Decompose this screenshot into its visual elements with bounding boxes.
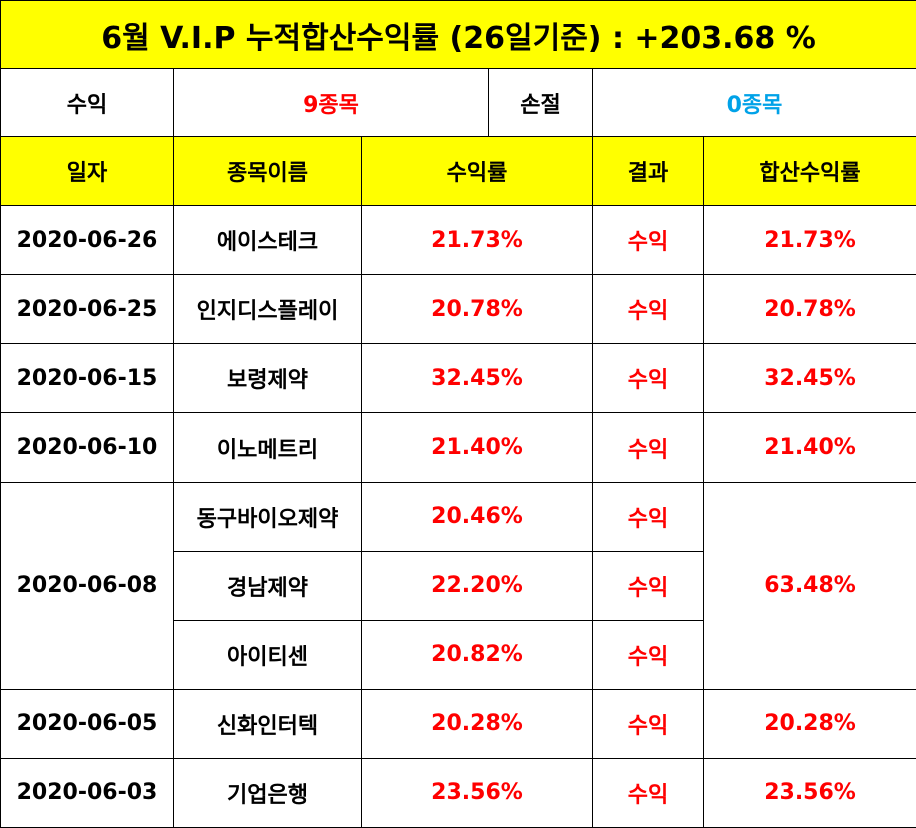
row-result: 수익 bbox=[592, 550, 704, 621]
row-name: 에이스테크 bbox=[173, 205, 362, 276]
row-name: 아이티센 bbox=[173, 619, 362, 690]
loss-label: 손절 bbox=[488, 68, 593, 138]
profit-label: 수익 bbox=[0, 68, 174, 138]
row-combined: 23.56% bbox=[702, 757, 916, 828]
row-rate: 21.73% bbox=[361, 205, 593, 276]
row-rate: 22.20% bbox=[361, 550, 593, 621]
row-date: 2020-06-25 bbox=[0, 274, 174, 345]
header-result: 결과 bbox=[592, 136, 704, 207]
row-name: 기업은행 bbox=[173, 757, 362, 828]
header-row: 일자 종목이름 수익률 결과 합산수익률 bbox=[0, 136, 916, 207]
row-result: 수익 bbox=[592, 205, 704, 276]
row-combined: 63.48% bbox=[702, 481, 916, 690]
row-rate: 20.46% bbox=[361, 481, 593, 552]
row-rate: 20.82% bbox=[361, 619, 593, 690]
table-row: 2020-06-26 에이스테크 21.73% 수익 21.73% bbox=[0, 205, 916, 276]
row-rate: 21.40% bbox=[361, 412, 593, 483]
header-combined: 합산수익률 bbox=[702, 136, 916, 207]
row-combined: 32.45% bbox=[702, 343, 916, 414]
row-result: 수익 bbox=[592, 688, 704, 759]
header-name: 종목이름 bbox=[173, 136, 362, 207]
header-rate: 수익률 bbox=[361, 136, 593, 207]
row-combined: 21.73% bbox=[702, 205, 916, 276]
profit-count: 9종목 bbox=[173, 68, 489, 138]
table-row: 2020-06-10 이노메트리 21.40% 수익 21.40% bbox=[0, 412, 916, 483]
row-rate: 32.45% bbox=[361, 343, 593, 414]
row-combined: 21.40% bbox=[702, 412, 916, 483]
loss-count: 0종목 bbox=[591, 68, 916, 138]
table-row: 2020-06-05 신화인터텍 20.28% 수익 20.28% bbox=[0, 688, 916, 759]
row-result: 수익 bbox=[592, 757, 704, 828]
row-name: 보령제약 bbox=[173, 343, 362, 414]
table-row: 2020-06-08 동구바이오제약 20.46% 수익 63.48% bbox=[0, 481, 916, 690]
row-rate: 23.56% bbox=[361, 757, 593, 828]
row-result: 수익 bbox=[592, 343, 704, 414]
row-result: 수익 bbox=[592, 274, 704, 345]
row-date: 2020-06-08 bbox=[0, 481, 174, 690]
row-date: 2020-06-15 bbox=[0, 343, 174, 414]
row-combined: 20.78% bbox=[702, 274, 916, 345]
row-result: 수익 bbox=[592, 619, 704, 690]
row-rate: 20.28% bbox=[361, 688, 593, 759]
row-rate: 20.78% bbox=[361, 274, 593, 345]
row-result: 수익 bbox=[592, 412, 704, 483]
header-date: 일자 bbox=[0, 136, 174, 207]
row-name: 신화인터텍 bbox=[173, 688, 362, 759]
row-name: 경남제약 bbox=[173, 550, 362, 621]
table-row: 2020-06-15 보령제약 32.45% 수익 32.45% bbox=[0, 343, 916, 414]
row-date: 2020-06-26 bbox=[0, 205, 174, 276]
table-row: 2020-06-25 인지디스플레이 20.78% 수익 20.78% bbox=[0, 274, 916, 345]
row-name: 이노메트리 bbox=[173, 412, 362, 483]
row-combined: 20.28% bbox=[702, 688, 916, 759]
row-date: 2020-06-10 bbox=[0, 412, 174, 483]
row-name: 동구바이오제약 bbox=[173, 481, 362, 552]
summary-row: 수익 9종목 손절 0종목 bbox=[0, 68, 916, 138]
row-date: 2020-06-03 bbox=[0, 757, 174, 828]
table-row: 2020-06-03 기업은행 23.56% 수익 23.56% bbox=[0, 757, 916, 828]
row-date: 2020-06-05 bbox=[0, 688, 174, 759]
page-title: 6월 V.I.P 누적합산수익률 (26일기준) : +203.68 % bbox=[0, 0, 916, 70]
table-row: 경남제약 22.20% 수익 bbox=[1, 550, 916, 621]
row-result: 수익 bbox=[592, 481, 704, 552]
row-name: 인지디스플레이 bbox=[173, 274, 362, 345]
